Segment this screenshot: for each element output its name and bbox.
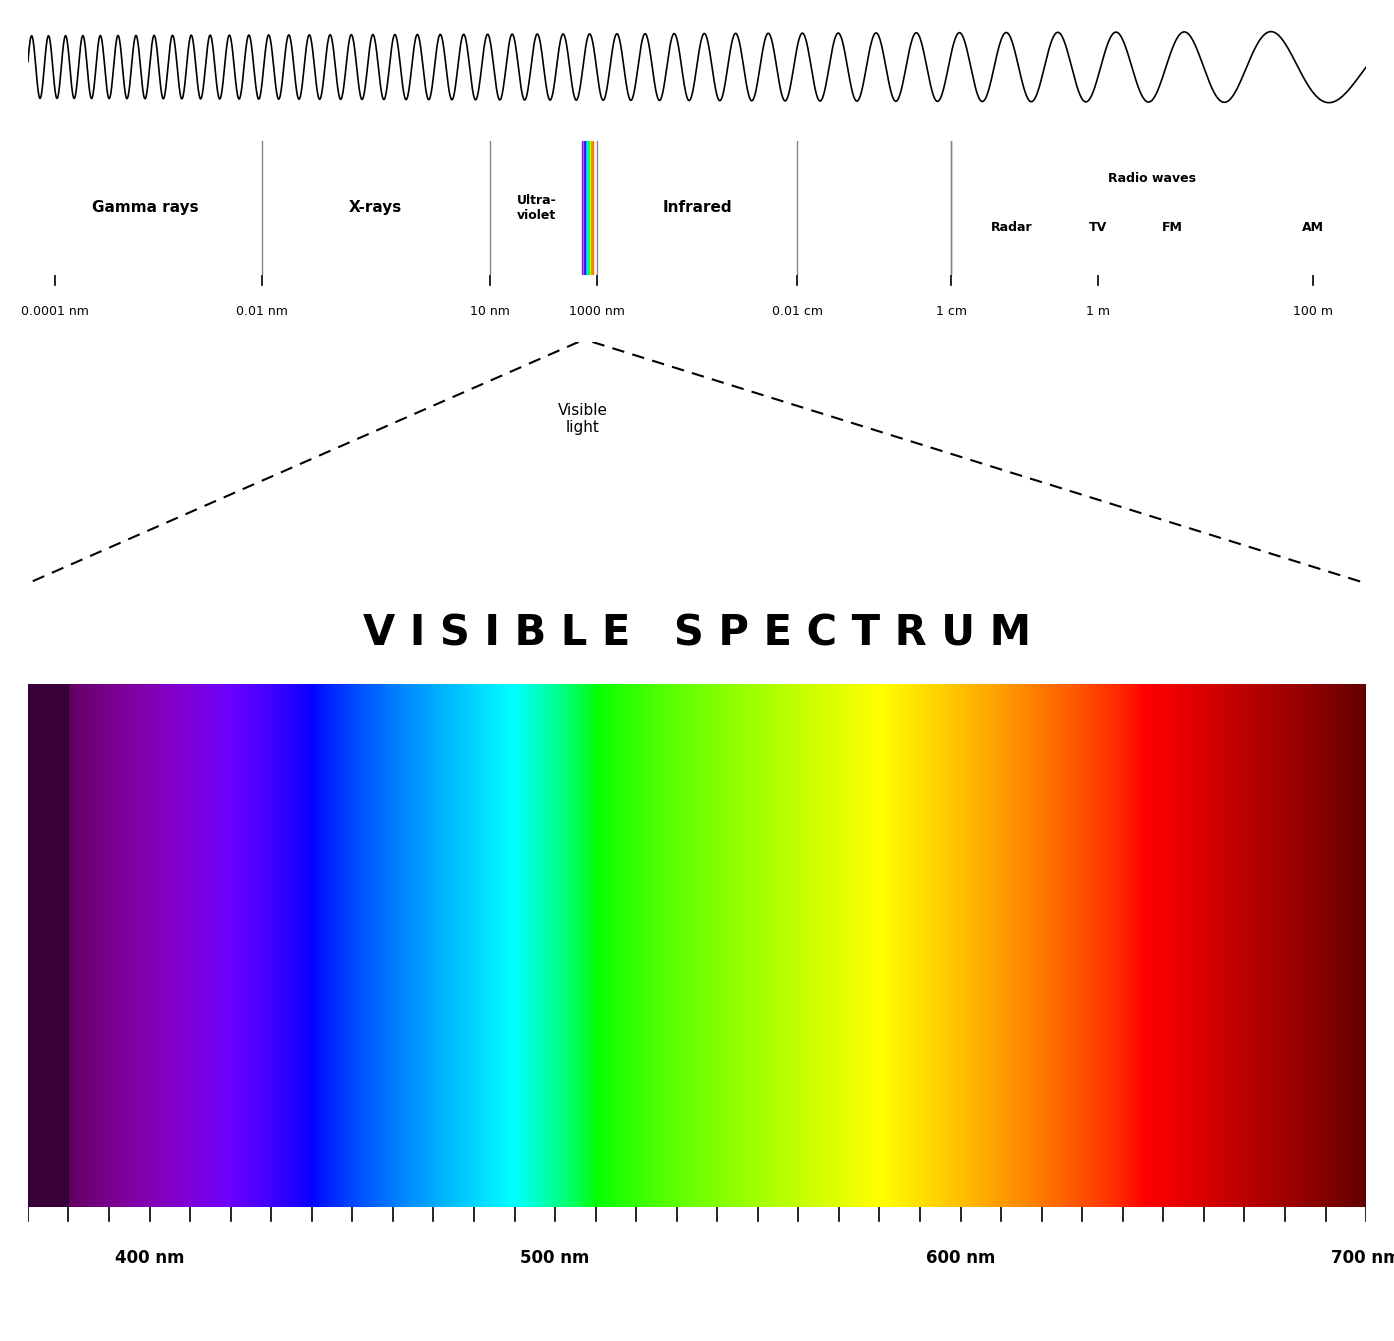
Text: 100 m: 100 m: [1292, 306, 1333, 318]
Text: 700 nm: 700 nm: [1331, 1250, 1394, 1267]
Text: 500 nm: 500 nm: [520, 1250, 590, 1267]
Text: Radio waves: Radio waves: [1108, 172, 1196, 185]
Text: 600 nm: 600 nm: [926, 1250, 995, 1267]
Text: Infrared: Infrared: [662, 200, 732, 216]
Text: V I S I B L E   S P E C T R U M: V I S I B L E S P E C T R U M: [362, 613, 1032, 654]
Text: TV: TV: [1089, 221, 1108, 235]
Text: Visible
light: Visible light: [558, 404, 608, 436]
Text: 1 cm: 1 cm: [935, 306, 967, 318]
Text: 10 nm: 10 nm: [470, 306, 510, 318]
Text: FM: FM: [1161, 221, 1182, 235]
Text: 0.01 nm: 0.01 nm: [236, 306, 289, 318]
Text: 0.01 cm: 0.01 cm: [772, 306, 822, 318]
Text: Radar: Radar: [991, 221, 1033, 235]
Text: Gamma rays: Gamma rays: [92, 200, 199, 216]
Text: 1000 nm: 1000 nm: [569, 306, 625, 318]
Text: Ultra-
violet: Ultra- violet: [517, 194, 556, 221]
Text: X-rays: X-rays: [350, 200, 403, 216]
Text: 0.0001 nm: 0.0001 nm: [21, 306, 89, 318]
Text: 1 m: 1 m: [1086, 306, 1111, 318]
Text: AM: AM: [1302, 221, 1323, 235]
Text: 400 nm: 400 nm: [114, 1250, 184, 1267]
